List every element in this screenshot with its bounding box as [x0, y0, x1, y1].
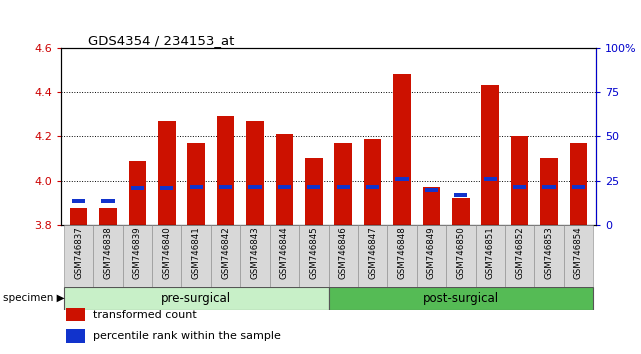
- Bar: [476, 225, 505, 287]
- Bar: [422, 187, 440, 225]
- Text: GSM746848: GSM746848: [397, 227, 406, 279]
- Bar: [70, 208, 87, 225]
- Bar: [64, 225, 93, 287]
- Text: GSM746850: GSM746850: [456, 227, 465, 279]
- Text: GSM746853: GSM746853: [545, 227, 554, 279]
- Bar: [540, 159, 558, 225]
- Text: GSM746843: GSM746843: [251, 227, 260, 279]
- Bar: [395, 177, 409, 181]
- Bar: [187, 143, 205, 225]
- Bar: [481, 85, 499, 225]
- Bar: [240, 225, 270, 287]
- Bar: [152, 225, 181, 287]
- Bar: [513, 185, 526, 189]
- Bar: [535, 225, 564, 287]
- Bar: [328, 225, 358, 287]
- Bar: [129, 161, 146, 225]
- Bar: [72, 199, 85, 203]
- Bar: [328, 287, 593, 310]
- Bar: [101, 199, 115, 203]
- Bar: [160, 185, 173, 190]
- Bar: [122, 225, 152, 287]
- Bar: [572, 185, 585, 189]
- Text: GSM746849: GSM746849: [427, 227, 436, 279]
- Bar: [425, 188, 438, 192]
- Bar: [246, 121, 264, 225]
- Bar: [211, 225, 240, 287]
- Bar: [190, 185, 203, 189]
- Bar: [417, 225, 446, 287]
- Bar: [387, 225, 417, 287]
- Bar: [452, 198, 470, 225]
- Bar: [305, 159, 322, 225]
- Bar: [393, 74, 411, 225]
- Bar: [66, 329, 85, 343]
- Text: post-surgical: post-surgical: [423, 292, 499, 305]
- Text: GSM746854: GSM746854: [574, 227, 583, 279]
- Text: percentile rank within the sample: percentile rank within the sample: [93, 331, 281, 341]
- Bar: [93, 225, 122, 287]
- Text: GSM746839: GSM746839: [133, 227, 142, 279]
- Bar: [505, 225, 535, 287]
- Text: GSM746837: GSM746837: [74, 227, 83, 279]
- Text: GSM746840: GSM746840: [162, 227, 171, 279]
- Bar: [66, 308, 85, 321]
- Bar: [217, 116, 235, 225]
- Bar: [299, 225, 328, 287]
- Bar: [248, 185, 262, 189]
- Text: GSM746841: GSM746841: [192, 227, 201, 279]
- Bar: [358, 225, 387, 287]
- Bar: [158, 121, 176, 225]
- Text: GSM746852: GSM746852: [515, 227, 524, 279]
- Bar: [219, 185, 232, 189]
- Bar: [278, 185, 291, 189]
- Text: specimen ▶: specimen ▶: [3, 293, 65, 303]
- Text: GDS4354 / 234153_at: GDS4354 / 234153_at: [88, 34, 234, 47]
- Text: GSM746845: GSM746845: [310, 227, 319, 279]
- Bar: [131, 185, 144, 190]
- Text: pre-surgical: pre-surgical: [161, 292, 231, 305]
- Text: GSM746842: GSM746842: [221, 227, 230, 279]
- Bar: [64, 287, 328, 310]
- Bar: [484, 177, 497, 181]
- Text: GSM746846: GSM746846: [338, 227, 347, 279]
- Text: GSM746844: GSM746844: [280, 227, 289, 279]
- Bar: [564, 225, 593, 287]
- Bar: [446, 225, 476, 287]
- Bar: [276, 134, 293, 225]
- Text: GSM746851: GSM746851: [486, 227, 495, 279]
- Bar: [270, 225, 299, 287]
- Text: GSM746838: GSM746838: [103, 227, 112, 279]
- Bar: [99, 208, 117, 225]
- Bar: [454, 193, 467, 197]
- Bar: [335, 143, 352, 225]
- Bar: [542, 185, 556, 189]
- Text: transformed count: transformed count: [93, 310, 197, 320]
- Text: GSM746847: GSM746847: [368, 227, 377, 279]
- Bar: [181, 225, 211, 287]
- Bar: [337, 185, 350, 189]
- Bar: [366, 185, 379, 189]
- Bar: [570, 143, 587, 225]
- Bar: [511, 136, 528, 225]
- Bar: [307, 185, 320, 189]
- Bar: [364, 138, 381, 225]
